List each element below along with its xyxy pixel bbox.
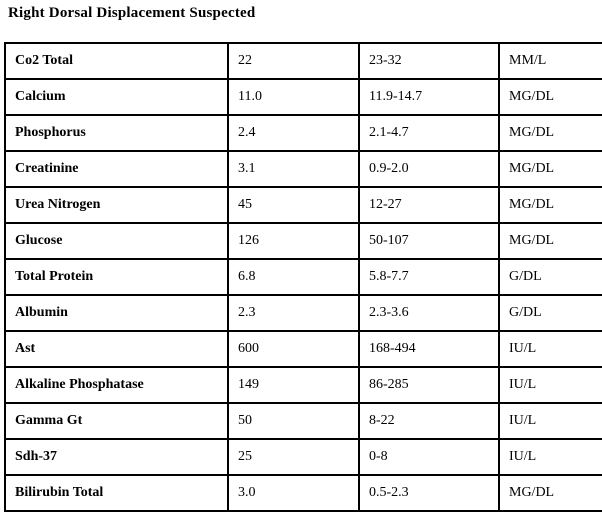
table-row: Alkaline Phosphatase 149 86-285 IU/L	[4, 366, 602, 404]
unit-cell: G/DL	[498, 294, 602, 332]
unit-cell: G/DL	[498, 258, 602, 296]
range-cell: 2.3-3.6	[358, 294, 500, 332]
test-name-cell: Alkaline Phosphatase	[4, 366, 229, 404]
value-cell: 25	[227, 438, 360, 476]
table-row: Total Protein 6.8 5.8-7.7 G/DL	[4, 258, 602, 296]
value-cell: 149	[227, 366, 360, 404]
table-row: Gamma Gt 50 8-22 IU/L	[4, 402, 602, 440]
range-cell: 0.9-2.0	[358, 150, 500, 188]
unit-cell: MG/DL	[498, 78, 602, 116]
table-row: Co2 Total 22 23-32 MM/L	[4, 42, 602, 80]
test-name-cell: Gamma Gt	[4, 402, 229, 440]
value-cell: 126	[227, 222, 360, 260]
value-cell: 3.1	[227, 150, 360, 188]
range-cell: 2.1-4.7	[358, 114, 500, 152]
range-cell: 0.5-2.3	[358, 474, 500, 512]
table-row: Phosphorus 2.4 2.1-4.7 MG/DL	[4, 114, 602, 152]
range-cell: 11.9-14.7	[358, 78, 500, 116]
test-name-cell: Albumin	[4, 294, 229, 332]
test-name-cell: Creatinine	[4, 150, 229, 188]
table-row: Glucose 126 50-107 MG/DL	[4, 222, 602, 260]
test-name-cell: Calcium	[4, 78, 229, 116]
unit-cell: IU/L	[498, 402, 602, 440]
value-cell: 6.8	[227, 258, 360, 296]
test-name-cell: Urea Nitrogen	[4, 186, 229, 224]
range-cell: 5.8-7.7	[358, 258, 500, 296]
value-cell: 2.4	[227, 114, 360, 152]
range-cell: 12-27	[358, 186, 500, 224]
table-row: Urea Nitrogen 45 12-27 MG/DL	[4, 186, 602, 224]
range-cell: 0-8	[358, 438, 500, 476]
page-title: Right Dorsal Displacement Suspected	[8, 5, 256, 21]
unit-cell: IU/L	[498, 438, 602, 476]
range-cell: 8-22	[358, 402, 500, 440]
table-row: Bilirubin Total 3.0 0.5-2.3 MG/DL	[4, 474, 602, 512]
unit-cell: MG/DL	[498, 186, 602, 224]
table-row: Calcium 11.0 11.9-14.7 MG/DL	[4, 78, 602, 116]
test-name-cell: Sdh-37	[4, 438, 229, 476]
table-row: Ast 600 168-494 IU/L	[4, 330, 602, 368]
value-cell: 2.3	[227, 294, 360, 332]
table-row: Sdh-37 25 0-8 IU/L	[4, 438, 602, 476]
unit-cell: MG/DL	[498, 150, 602, 188]
table-row: Albumin 2.3 2.3-3.6 G/DL	[4, 294, 602, 332]
lab-results-table: Co2 Total 22 23-32 MM/L Calcium 11.0 11.…	[4, 42, 602, 512]
value-cell: 3.0	[227, 474, 360, 512]
unit-cell: MG/DL	[498, 114, 602, 152]
unit-cell: MM/L	[498, 42, 602, 80]
test-name-cell: Bilirubin Total	[4, 474, 229, 512]
value-cell: 50	[227, 402, 360, 440]
range-cell: 23-32	[358, 42, 500, 80]
value-cell: 600	[227, 330, 360, 368]
unit-cell: MG/DL	[498, 222, 602, 260]
test-name-cell: Total Protein	[4, 258, 229, 296]
value-cell: 45	[227, 186, 360, 224]
test-name-cell: Phosphorus	[4, 114, 229, 152]
value-cell: 11.0	[227, 78, 360, 116]
range-cell: 86-285	[358, 366, 500, 404]
unit-cell: IU/L	[498, 330, 602, 368]
table-row: Creatinine 3.1 0.9-2.0 MG/DL	[4, 150, 602, 188]
range-cell: 168-494	[358, 330, 500, 368]
test-name-cell: Ast	[4, 330, 229, 368]
unit-cell: MG/DL	[498, 474, 602, 512]
test-name-cell: Co2 Total	[4, 42, 229, 80]
value-cell: 22	[227, 42, 360, 80]
range-cell: 50-107	[358, 222, 500, 260]
unit-cell: IU/L	[498, 366, 602, 404]
lab-results-table-body: Co2 Total 22 23-32 MM/L Calcium 11.0 11.…	[4, 42, 602, 512]
test-name-cell: Glucose	[4, 222, 229, 260]
